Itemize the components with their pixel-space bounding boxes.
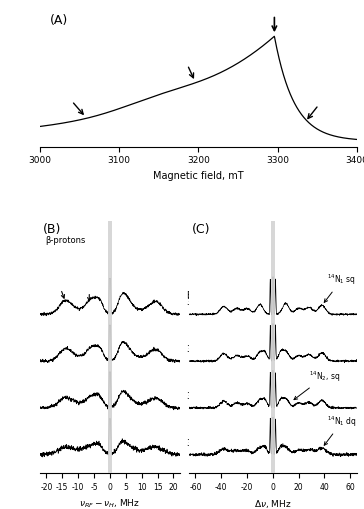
Text: (A): (A) [50, 14, 68, 27]
Text: (C): (C) [192, 223, 211, 236]
Text: 3296: 3296 [187, 345, 210, 354]
X-axis label: $\Delta\nu$, MHz: $\Delta\nu$, MHz [254, 498, 292, 509]
Text: 3324: 3324 [187, 298, 210, 307]
X-axis label: $\nu_{RF}-\nu_{H}$, MHz: $\nu_{RF}-\nu_{H}$, MHz [79, 498, 141, 509]
Text: $^{14}$N$_1$ sq: $^{14}$N$_1$ sq [324, 273, 356, 302]
Text: 3054: 3054 [187, 439, 210, 447]
Text: B₀, mT: B₀, mT [187, 291, 216, 300]
Bar [108, 221, 111, 473]
Text: $^{14}$N$_1$ dq: $^{14}$N$_1$ dq [324, 414, 357, 445]
Text: β-protons: β-protons [46, 237, 86, 245]
Text: $^{14}$N$_2$, sq: $^{14}$N$_2$, sq [294, 369, 340, 400]
Text: 3196: 3196 [187, 392, 210, 401]
X-axis label: Magnetic field, mT: Magnetic field, mT [153, 171, 244, 181]
Bar [271, 221, 275, 473]
Text: (B): (B) [43, 223, 61, 236]
